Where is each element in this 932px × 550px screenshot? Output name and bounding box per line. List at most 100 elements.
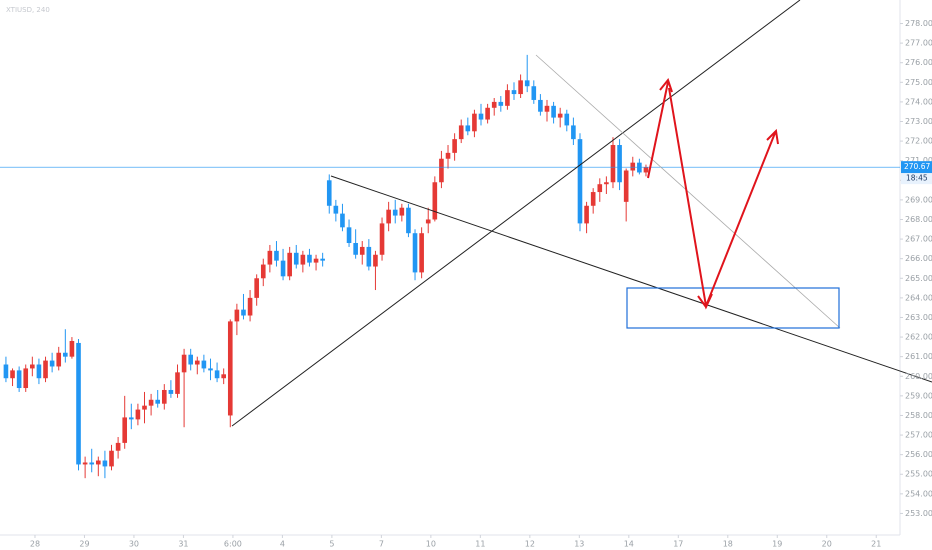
candle-body [89, 462, 95, 465]
candle-body [491, 101, 497, 108]
x-tick-label: 28 [30, 540, 40, 549]
candle-body [564, 113, 570, 126]
candle-body [524, 80, 530, 87]
y-tick-label: 254.00 [905, 489, 932, 498]
candle-body [630, 162, 636, 171]
candle-body [82, 462, 88, 465]
candle-body [175, 372, 180, 394]
candle-body [155, 399, 161, 404]
candle-body [241, 309, 246, 316]
candle-body [531, 86, 537, 100]
candle-body [148, 399, 154, 406]
candle-body [439, 158, 444, 183]
candle-body [571, 125, 576, 140]
candle-body [465, 125, 471, 132]
y-tick-label: 275.00 [905, 78, 932, 87]
candle-body [406, 207, 411, 234]
x-tick-label: 5 [329, 540, 334, 549]
y-tick-label: 276.00 [905, 58, 932, 67]
x-tick-label: 7 [379, 540, 384, 549]
candle-body [584, 205, 589, 224]
y-tick-label: 260.00 [905, 372, 932, 381]
y-tick-label: 274.00 [905, 97, 932, 106]
candle-body [326, 180, 332, 206]
candle-body [590, 192, 596, 206]
candle-body [122, 417, 128, 443]
y-tick-label: 261.00 [905, 352, 932, 361]
candle-body [313, 258, 319, 263]
candle-body [227, 321, 233, 416]
arrow [647, 81, 669, 179]
candle-body [274, 250, 279, 261]
candle-body [56, 352, 62, 367]
y-tick-label: 256.00 [905, 450, 932, 459]
candle-body [49, 360, 55, 367]
y-tick-label: 265.00 [905, 274, 932, 283]
y-tick-label: 272.00 [905, 137, 932, 146]
candle-body [135, 409, 141, 420]
candle-body [280, 260, 286, 277]
candle-body [577, 139, 583, 224]
candle-body [109, 450, 114, 467]
candle-body [340, 213, 345, 228]
plot [0, 54, 900, 479]
candle-body [597, 184, 603, 193]
candle-body [102, 460, 108, 467]
candle-body [287, 252, 292, 277]
candle-body [221, 374, 226, 379]
candle-body [359, 246, 365, 255]
candle-body [458, 125, 464, 140]
y-tick-label: 262.00 [905, 333, 932, 342]
candle-body [214, 370, 220, 379]
candle-body [379, 223, 385, 255]
candle-body [511, 90, 517, 95]
candle-body [30, 364, 35, 369]
candle-body [373, 254, 378, 267]
candle-body [452, 139, 457, 153]
trend-line [535, 54, 841, 329]
countdown-badge [901, 173, 932, 185]
candle-body [168, 389, 174, 394]
candle-body [3, 364, 9, 379]
candle-body [320, 258, 325, 261]
candle-body [300, 254, 306, 265]
y-tick-label: 255.00 [905, 470, 932, 479]
arrowhead [766, 128, 779, 145]
x-tick-label: 4 [280, 540, 285, 549]
candle-body [557, 113, 563, 118]
y-tick-label: 268.00 [905, 215, 932, 224]
y-tick-label: 273.00 [905, 117, 932, 126]
x-tick-label: 12 [525, 540, 535, 549]
candle-body [115, 442, 121, 451]
arrowhead [659, 77, 673, 93]
candle-body [254, 278, 259, 298]
x-tick-label: 13 [574, 540, 584, 549]
candle-body [188, 354, 193, 365]
candle-body [432, 182, 438, 220]
x-tick-label: 20 [822, 540, 832, 549]
chart-title: XTIUSD, 240 [6, 6, 50, 14]
y-tick-label: 269.00 [905, 195, 932, 204]
candle-body [419, 233, 424, 273]
drawings [231, 0, 932, 427]
candle-body [399, 207, 405, 216]
candle-body [643, 167, 649, 173]
candle-body [161, 389, 167, 404]
trend-line [231, 0, 801, 427]
candle-body [69, 340, 75, 357]
candle-body [445, 152, 451, 159]
x-tick-label: 11 [475, 540, 485, 549]
candle-body [538, 99, 543, 112]
x-tick-label: 29 [79, 540, 89, 549]
candle-body [16, 370, 22, 389]
trend-line [330, 175, 932, 383]
y-tick-label: 267.00 [905, 235, 932, 244]
x-tick-label: 30 [129, 540, 139, 549]
x-tick-label: 17 [673, 540, 683, 549]
candle-body [208, 368, 213, 371]
candle-body [142, 405, 147, 410]
x-tick-label: 18 [723, 540, 733, 549]
candle-body [604, 182, 609, 185]
x-tick-label: 10 [426, 540, 436, 549]
